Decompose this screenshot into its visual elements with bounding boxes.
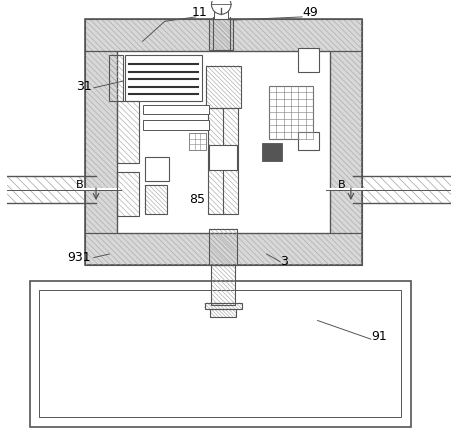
Text: B: B <box>76 180 84 190</box>
Bar <box>85 233 362 265</box>
Bar <box>109 54 123 101</box>
Text: 85: 85 <box>189 193 205 206</box>
Bar <box>117 51 330 233</box>
Text: 91: 91 <box>371 330 387 343</box>
Bar <box>211 265 235 305</box>
Bar <box>145 157 169 181</box>
Bar <box>117 101 139 163</box>
Bar <box>39 290 401 417</box>
Bar <box>210 310 236 318</box>
Bar <box>85 19 362 265</box>
Text: 11: 11 <box>191 5 207 19</box>
Bar <box>125 54 202 101</box>
Bar <box>209 19 234 50</box>
Bar <box>142 105 209 115</box>
Bar <box>142 120 209 130</box>
Bar <box>269 86 313 139</box>
Bar <box>85 19 362 51</box>
Circle shape <box>212 0 231 14</box>
Text: 931: 931 <box>67 251 91 264</box>
Bar <box>206 66 240 108</box>
Bar <box>209 229 237 265</box>
Bar <box>298 48 319 72</box>
Bar <box>353 177 451 203</box>
Text: B: B <box>338 180 345 190</box>
Bar <box>81 188 366 191</box>
Bar <box>30 281 411 427</box>
Bar <box>117 172 139 216</box>
Bar <box>214 8 228 19</box>
Bar <box>209 145 237 170</box>
Bar <box>330 51 362 233</box>
Bar <box>189 133 206 150</box>
Text: 3: 3 <box>280 255 288 268</box>
Bar <box>208 108 238 214</box>
Bar <box>205 303 242 310</box>
Bar <box>145 186 167 214</box>
Text: 31: 31 <box>76 80 92 93</box>
Bar <box>7 177 96 203</box>
Bar <box>262 143 282 161</box>
Text: 49: 49 <box>302 5 318 19</box>
Bar <box>298 132 319 150</box>
Bar <box>85 51 117 233</box>
